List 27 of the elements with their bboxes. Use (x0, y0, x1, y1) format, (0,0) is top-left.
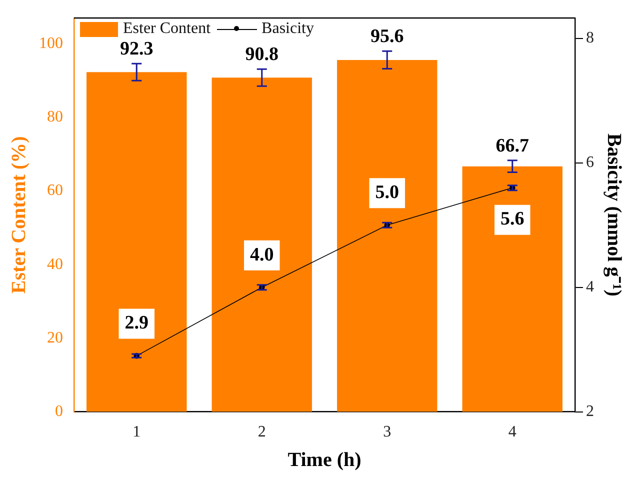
y2-tick-label: 4 (586, 278, 594, 296)
y2-tick-label: 8 (586, 30, 594, 47)
data-label: 66.7 (496, 135, 530, 156)
x-axis-title: Time (h) (288, 449, 362, 472)
y-tick-label: 80 (47, 108, 63, 126)
y2-axis-title: Basicity (mmol g⁻¹) (602, 133, 625, 296)
data-label: 4.0 (250, 244, 274, 266)
data-label: 90.8 (245, 44, 278, 66)
y2-tick-label: 2 (586, 403, 594, 420)
y-axis-title: Ester Content (%) (8, 136, 30, 294)
data-label: 5.0 (375, 182, 399, 204)
x-tick-label: 1 (132, 424, 141, 441)
legend-label: Ester Content (123, 20, 211, 37)
x-tick-label: 2 (258, 424, 266, 441)
y-tick-label: 40 (47, 256, 63, 273)
y-tick-label: 60 (47, 182, 63, 200)
y2-tick-label: 6 (586, 154, 594, 172)
legend-label: Basicity (262, 20, 314, 37)
y-tick-label: 20 (47, 329, 63, 346)
data-label: 92.3 (120, 38, 154, 60)
y-tick-label: 0 (55, 403, 63, 420)
x-tick-label: 3 (383, 424, 392, 441)
data-label: 2.9 (124, 312, 148, 334)
data-label: 5.6 (500, 208, 524, 230)
data-label: 95.6 (370, 26, 404, 48)
x-tick-label: 4 (508, 424, 516, 441)
y-tick-label: 100 (39, 34, 63, 52)
